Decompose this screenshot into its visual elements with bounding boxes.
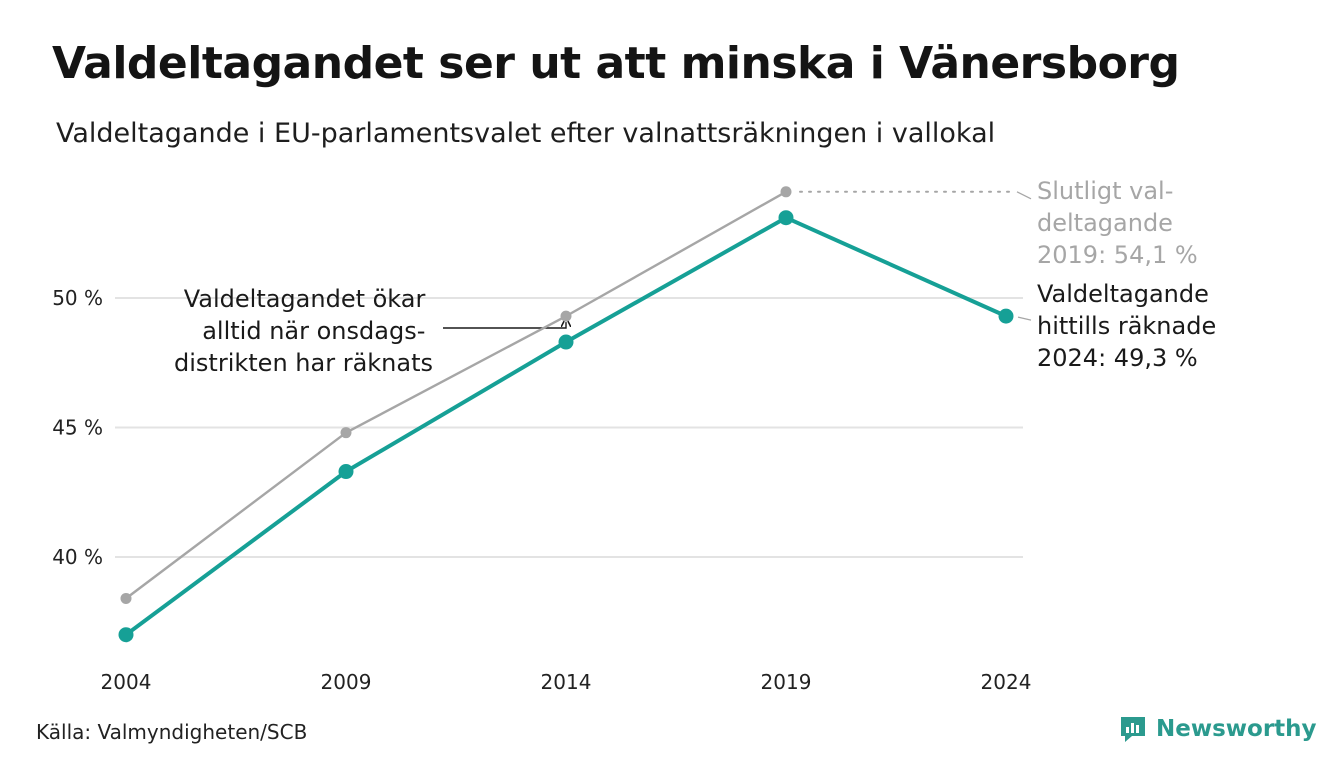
- wednesday-note-arrow: [443, 322, 566, 329]
- final-turnout-point: [340, 427, 352, 439]
- x-tick-label: 2014: [541, 670, 592, 694]
- counted-turnout-line: [124, 215, 1008, 637]
- final-turnout-point: [120, 592, 132, 604]
- counted-turnout-point: [338, 464, 354, 480]
- wednesday-note: Valdeltagandet ökar alltid när onsdags- …: [174, 285, 433, 377]
- counted-turnout-leader-line: [1017, 316, 1032, 321]
- counted-turnout-point: [778, 210, 794, 226]
- counted-turnout-label-line: hittills räknade: [1037, 312, 1216, 340]
- x-tick-label: 2019: [761, 670, 812, 694]
- chart-subtitle: Valdeltagande i EU-parlamentsvalet efter…: [56, 118, 996, 149]
- wednesday-note-line: Valdeltagandet ökar: [184, 285, 426, 313]
- y-tick-label: 45 %: [52, 416, 103, 440]
- final-turnout-label-line: 2019: 54,1 %: [1037, 241, 1198, 269]
- source-note: Källa: Valmyndigheten/SCB: [36, 720, 308, 744]
- final-turnout-label-line: Slutligt val-: [1037, 177, 1173, 205]
- counted-turnout-point: [558, 334, 574, 350]
- brand-name: Newsworthy: [1156, 716, 1317, 742]
- final-turnout-point: [560, 310, 572, 322]
- wednesday-note-line: distrikten har räknats: [174, 349, 433, 377]
- brand-logo: Newsworthy: [1118, 714, 1317, 744]
- x-tick-label: 2024: [981, 670, 1032, 694]
- x-tick-label: 2004: [101, 670, 152, 694]
- y-tick-label: 50 %: [52, 286, 103, 310]
- x-tick-label: 2009: [321, 670, 372, 694]
- final-turnout-label-line: deltagande: [1037, 209, 1173, 237]
- wednesday-note-line: alltid när onsdags-: [202, 317, 425, 345]
- final-turnout-line: [124, 190, 788, 600]
- counted-turnout-point: [998, 308, 1014, 324]
- line-chart: 40 % 45 % 50 % 2004 2009 2014 2019 2024 Slutli…: [52, 177, 1224, 694]
- counted-turnout-point: [118, 627, 134, 643]
- counted-turnout-label-line: Valdeltagande: [1037, 280, 1209, 308]
- chart-title: Valdeltagandet ser ut att minska i Väner…: [52, 38, 1180, 89]
- counted-turnout-label: Valdeltagande hittills räknade 2024: 49,…: [1037, 280, 1224, 372]
- counted-turnout-label-line: 2024: 49,3 %: [1037, 344, 1198, 372]
- y-tick-label: 40 %: [52, 545, 103, 569]
- newsworthy-logo-icon: [1121, 717, 1145, 742]
- final-turnout-leader-line: [1016, 191, 1032, 200]
- final-turnout-label: Slutligt val- deltagande 2019: 54,1 %: [1037, 177, 1198, 269]
- final-turnout-point: [780, 186, 792, 198]
